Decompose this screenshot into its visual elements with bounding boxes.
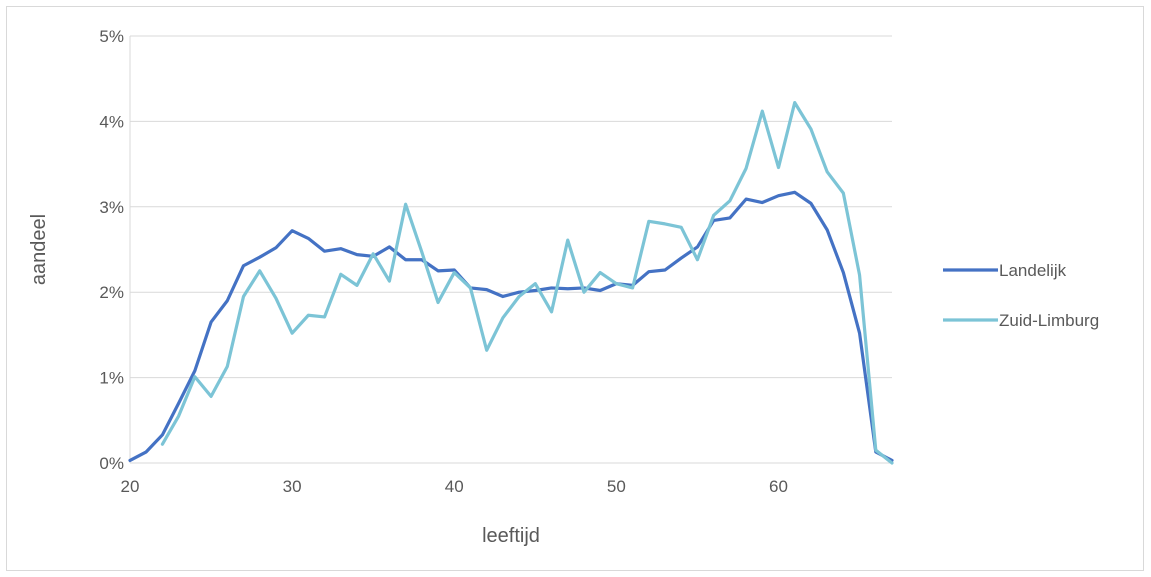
x-tick-label: 60 [769,477,788,496]
y-tick-label: 1% [99,369,124,388]
series-lines [128,101,894,465]
series-line-landelijk [128,190,894,463]
legend: Landelijk Zuid-Limburg [943,261,1099,330]
tick-labels: 0% 1% 2% 3% 4% 5% 20 30 40 50 60 [99,27,788,496]
legend-label: Zuid-Limburg [999,311,1099,330]
x-tick-label: 40 [445,477,464,496]
gridlines [130,35,892,379]
y-axis-title: aandeel [28,214,50,285]
x-tick-label: 50 [607,477,626,496]
y-tick-label: 2% [99,283,124,302]
x-tick-label: 20 [121,477,140,496]
y-tick-label: 5% [99,27,124,46]
x-axis-title: leeftijd [482,525,540,547]
axes [129,36,892,464]
x-tick-label: 30 [283,477,302,496]
series-line-zuid-limburg [160,101,894,465]
y-tick-label: 4% [99,112,124,131]
legend-label: Landelijk [999,261,1067,280]
y-tick-label: 3% [99,198,124,217]
y-tick-label: 0% [99,454,124,473]
